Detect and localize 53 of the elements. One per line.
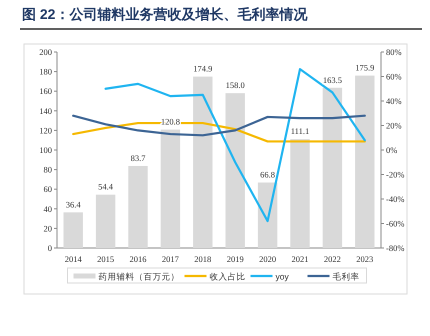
- data-label: 175.9: [355, 62, 374, 73]
- x-tick-label: 2021: [292, 254, 308, 264]
- bar: [193, 76, 213, 248]
- x-tick-label: 2019: [226, 254, 244, 264]
- x-tick-label: 2016: [130, 254, 146, 264]
- legend-label: 药用辅料（百万元）: [98, 272, 180, 282]
- data-label: 174.9: [193, 64, 212, 74]
- bar: [128, 166, 148, 248]
- legend-label: yoy: [276, 272, 290, 282]
- x-tick-label: 2022: [324, 254, 341, 264]
- data-label: 158.0: [226, 80, 245, 90]
- x-tick-label: 2020: [259, 254, 276, 264]
- y-tick-label: 60: [44, 184, 52, 194]
- legend-label: 收入占比: [210, 272, 246, 282]
- y2-tick-label: 0%: [386, 145, 398, 155]
- x-tick-label: 2014: [64, 254, 82, 264]
- y2-tick-label: -20%: [386, 170, 404, 180]
- bar: [160, 130, 180, 248]
- y-tick-label: 100: [39, 145, 52, 155]
- data-label: 66.8: [260, 170, 276, 180]
- y-tick-label: 0: [48, 243, 52, 253]
- y-tick-label: 180: [39, 66, 52, 77]
- bar: [225, 93, 245, 248]
- y-tick-label: 80: [44, 164, 52, 175]
- bar: [322, 88, 342, 248]
- chart-title: 图 22：公司辅料业务营收及增长、毛利率情况: [22, 6, 308, 22]
- y-tick-label: 140: [39, 106, 52, 116]
- y-tick-label: 160: [39, 86, 52, 96]
- y-tick-label: 120: [39, 125, 52, 136]
- bar: [96, 194, 116, 248]
- bar: [355, 76, 375, 248]
- x-tick-label: 2018: [194, 254, 212, 264]
- y2-tick-label: 20%: [386, 120, 402, 130]
- y-tick-label: 200: [39, 47, 52, 57]
- data-label: 54.4: [98, 182, 114, 192]
- x-tick-label: 2015: [97, 254, 114, 264]
- legend-label: 毛利率: [332, 272, 360, 282]
- y2-tick-label: 60%: [386, 72, 402, 82]
- y2-tick-label: -60%: [386, 218, 404, 228]
- x-tick-label: 2017: [162, 254, 179, 264]
- y2-tick-label: 40%: [386, 96, 402, 106]
- y2-tick-label: -80%: [386, 243, 404, 253]
- data-label: 83.7: [130, 152, 146, 163]
- y-tick-label: 40: [44, 204, 52, 214]
- data-label: 36.4: [66, 199, 82, 210]
- data-label: 163.5: [322, 74, 342, 85]
- x-tick-label: 2023: [356, 254, 374, 264]
- bar: [63, 212, 83, 248]
- y-tick-label: 20: [44, 223, 52, 234]
- y2-tick-label: -40%: [386, 194, 404, 204]
- bar: [290, 139, 310, 248]
- data-label: 111.1: [290, 126, 310, 136]
- y2-tick-label: 80%: [386, 47, 402, 57]
